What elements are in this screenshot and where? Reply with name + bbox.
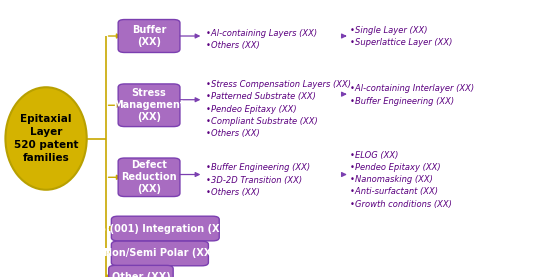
Text: •Stress Compensation Layers (XX)
•Patterned Substrate (XX)
•Pendeo Epitaxy (XX)
: •Stress Compensation Layers (XX) •Patter…: [206, 80, 351, 138]
FancyBboxPatch shape: [108, 265, 173, 277]
FancyBboxPatch shape: [118, 158, 180, 197]
Text: Si(001) Integration (XX): Si(001) Integration (XX): [99, 224, 231, 234]
FancyBboxPatch shape: [112, 216, 219, 241]
Text: Epitaxial
Layer
520 patent
families: Epitaxial Layer 520 patent families: [14, 114, 79, 163]
Text: Other (XX): Other (XX): [112, 272, 170, 277]
Text: Defect
Reduction
(XX): Defect Reduction (XX): [121, 160, 177, 194]
Text: •Single Layer (XX)
•Superlattice Layer (XX): •Single Layer (XX) •Superlattice Layer (…: [350, 26, 452, 47]
Text: •ELOG (XX)
•Pendeo Epitaxy (XX)
•Nanomasking (XX)
•Anti-surfactant (XX)
•Growth : •ELOG (XX) •Pendeo Epitaxy (XX) •Nanomas…: [350, 151, 451, 209]
Text: Stress
Management
(XX): Stress Management (XX): [113, 88, 185, 122]
Text: •Al-containing Interlayer (XX)
•Buffer Engineering (XX): •Al-containing Interlayer (XX) •Buffer E…: [350, 84, 474, 106]
Text: •Buffer Engineering (XX)
•3D-2D Transition (XX)
•Others (XX): •Buffer Engineering (XX) •3D-2D Transiti…: [206, 163, 310, 197]
Ellipse shape: [5, 87, 87, 190]
FancyBboxPatch shape: [111, 241, 208, 266]
Text: Non/Semi Polar (XX): Non/Semi Polar (XX): [104, 248, 216, 258]
FancyBboxPatch shape: [118, 19, 180, 53]
Text: Buffer
(XX): Buffer (XX): [132, 25, 166, 47]
FancyBboxPatch shape: [118, 84, 180, 127]
Text: •Al-containing Layers (XX)
•Others (XX): •Al-containing Layers (XX) •Others (XX): [206, 29, 317, 50]
